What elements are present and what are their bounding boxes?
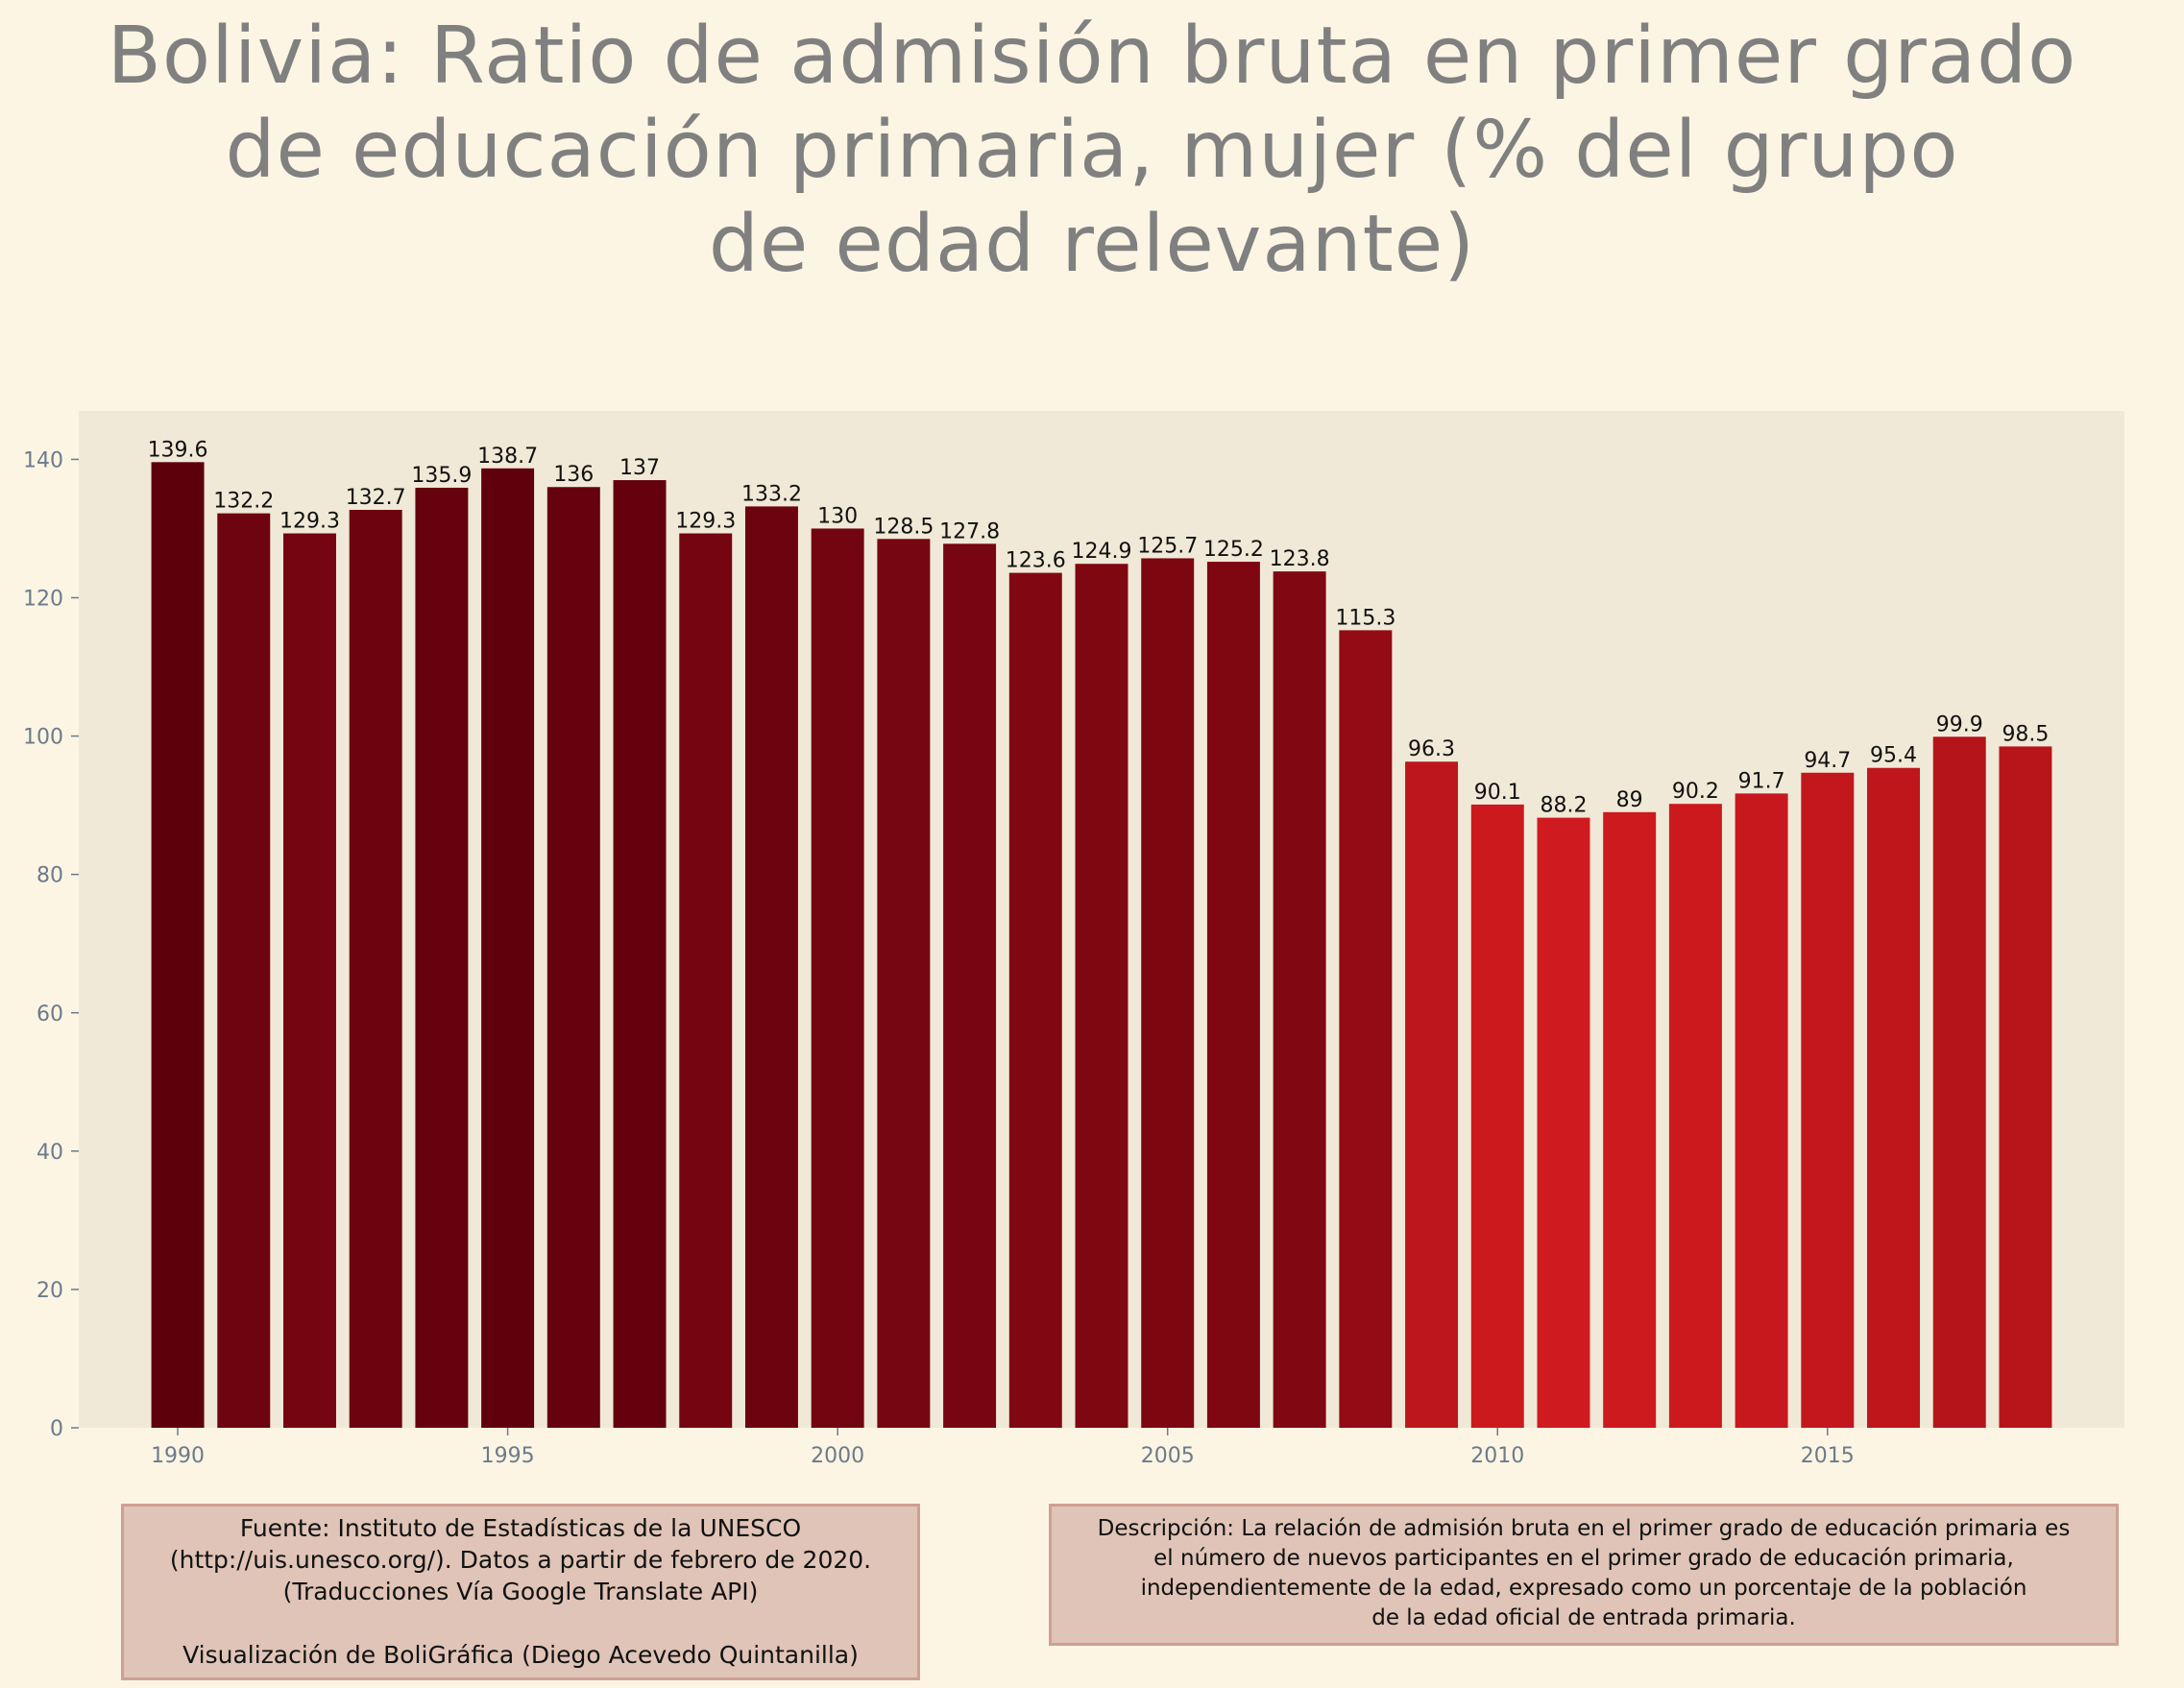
description-line-2: el número de nuevos participantes en el … <box>1153 1546 2014 1571</box>
y-axis: 0 20 40 60 80 100 120 140 <box>23 448 79 1441</box>
bar-2001 <box>877 539 931 1428</box>
bar-1991 <box>217 513 271 1428</box>
source-line-2: (http://uis.unesco.org/). Datos a partir… <box>169 1546 872 1574</box>
data-label-1991: 132.2 <box>213 490 274 514</box>
bar-1998 <box>679 533 733 1428</box>
y-tick-label: 60 <box>36 1002 63 1026</box>
data-label-2016: 95.4 <box>1870 744 1917 768</box>
data-label-1994: 135.9 <box>411 464 472 488</box>
y-tick-label: 100 <box>23 726 63 750</box>
data-label-2005: 125.7 <box>1137 534 1198 558</box>
bar-2018 <box>1999 746 2052 1428</box>
data-label-1998: 129.3 <box>675 510 736 534</box>
data-label-2014: 91.7 <box>1738 769 1785 793</box>
bar-1992 <box>283 533 336 1428</box>
data-label-1990: 139.6 <box>148 438 208 462</box>
description-line-4: de la edad oficial de entrada primaria. <box>1371 1605 1796 1630</box>
source-spacer <box>124 1607 917 1639</box>
x-axis: 1990 1995 2000 2005 2010 2015 <box>151 1428 1855 1468</box>
bar-2005 <box>1141 558 1195 1428</box>
bar-1995 <box>481 468 535 1428</box>
y-tick-label: 0 <box>50 1417 63 1441</box>
bar-1996 <box>546 487 600 1429</box>
bar-2011 <box>1537 817 1590 1428</box>
bar-2008 <box>1339 630 1393 1428</box>
data-label-2010: 90.1 <box>1474 781 1521 805</box>
data-label-1999: 133.2 <box>741 482 802 506</box>
data-label-2004: 124.9 <box>1072 540 1132 564</box>
data-label-2006: 125.2 <box>1203 538 1264 562</box>
chart-title: Bolivia: Ratio de admisión bruta en prim… <box>0 10 2184 292</box>
data-label-2003: 123.6 <box>1006 549 1066 573</box>
data-label-1997: 137 <box>619 456 660 480</box>
data-label-1993: 132.7 <box>346 486 406 510</box>
data-label-2017: 99.9 <box>1936 712 1983 736</box>
data-label-2002: 127.8 <box>939 519 1000 543</box>
data-label-2015: 94.7 <box>1804 749 1851 773</box>
bar-2012 <box>1603 811 1657 1428</box>
x-tick-label: 2000 <box>811 1444 864 1468</box>
y-tick-label: 80 <box>36 864 63 888</box>
data-label-2007: 123.8 <box>1270 547 1330 571</box>
data-label-2009: 96.3 <box>1408 737 1455 761</box>
bar-2002 <box>943 543 997 1428</box>
bar-2003 <box>1008 572 1062 1428</box>
x-tick-label: 2015 <box>1801 1444 1855 1468</box>
bar-2015 <box>1801 772 1855 1428</box>
bar-1990 <box>151 462 205 1429</box>
data-label-1996: 136 <box>553 463 594 487</box>
x-tick-label: 1990 <box>151 1444 205 1468</box>
bar-2010 <box>1470 804 1524 1428</box>
bars <box>151 462 2052 1429</box>
bar-2006 <box>1206 562 1260 1428</box>
bar-1999 <box>744 506 798 1428</box>
bar-2009 <box>1405 761 1459 1428</box>
chart-title-line-3: de edad relevante) <box>708 199 1476 290</box>
data-label-2008: 115.3 <box>1335 606 1395 630</box>
data-label-2012: 89 <box>1616 788 1643 812</box>
y-tick-label: 20 <box>36 1279 63 1303</box>
bar-1997 <box>613 480 667 1429</box>
bar-2007 <box>1273 571 1326 1428</box>
bar-1994 <box>415 487 469 1428</box>
source-note: Fuente: Instituto de Estadísticas de la … <box>121 1504 920 1680</box>
bar-2004 <box>1075 564 1128 1428</box>
y-tick-label: 140 <box>23 448 63 472</box>
x-tick-label: 2010 <box>1470 1444 1524 1468</box>
y-tick-label: 40 <box>36 1141 63 1165</box>
x-tick-label: 2005 <box>1141 1444 1195 1468</box>
data-label-2001: 128.5 <box>873 515 934 539</box>
data-label-2018: 98.5 <box>2002 722 2049 746</box>
source-line-3: (Traducciones Vía Google Translate API) <box>282 1578 759 1605</box>
data-label-1992: 129.3 <box>279 510 340 534</box>
data-label-2000: 130 <box>817 504 858 528</box>
source-line-1: Fuente: Instituto de Estadísticas de la … <box>239 1514 802 1542</box>
bar-2000 <box>811 528 864 1428</box>
description-note: Descripción: La relación de admisión bru… <box>1049 1504 2119 1646</box>
data-label-1995: 138.7 <box>477 445 538 469</box>
bar-1993 <box>349 510 402 1428</box>
chart-title-line-1: Bolivia: Ratio de admisión bruta en prim… <box>107 11 2077 102</box>
source-line-5: Visualización de BoliGráfica (Diego Acev… <box>182 1641 859 1669</box>
bar-2014 <box>1735 793 1788 1428</box>
description-line-3: independientemente de la edad, expresado… <box>1140 1576 2027 1601</box>
bar-2013 <box>1668 804 1722 1428</box>
chart-title-line-2: de educación primaria, mujer (% del grup… <box>225 105 1959 196</box>
y-tick-label: 120 <box>23 588 63 612</box>
data-label-2013: 90.2 <box>1672 780 1719 804</box>
data-label-2011: 88.2 <box>1540 794 1587 818</box>
bar-2016 <box>1867 767 1920 1428</box>
bar-2017 <box>1932 736 1986 1428</box>
x-tick-label: 1995 <box>481 1444 535 1468</box>
description-line-1: Descripción: La relación de admisión bru… <box>1097 1516 2071 1541</box>
